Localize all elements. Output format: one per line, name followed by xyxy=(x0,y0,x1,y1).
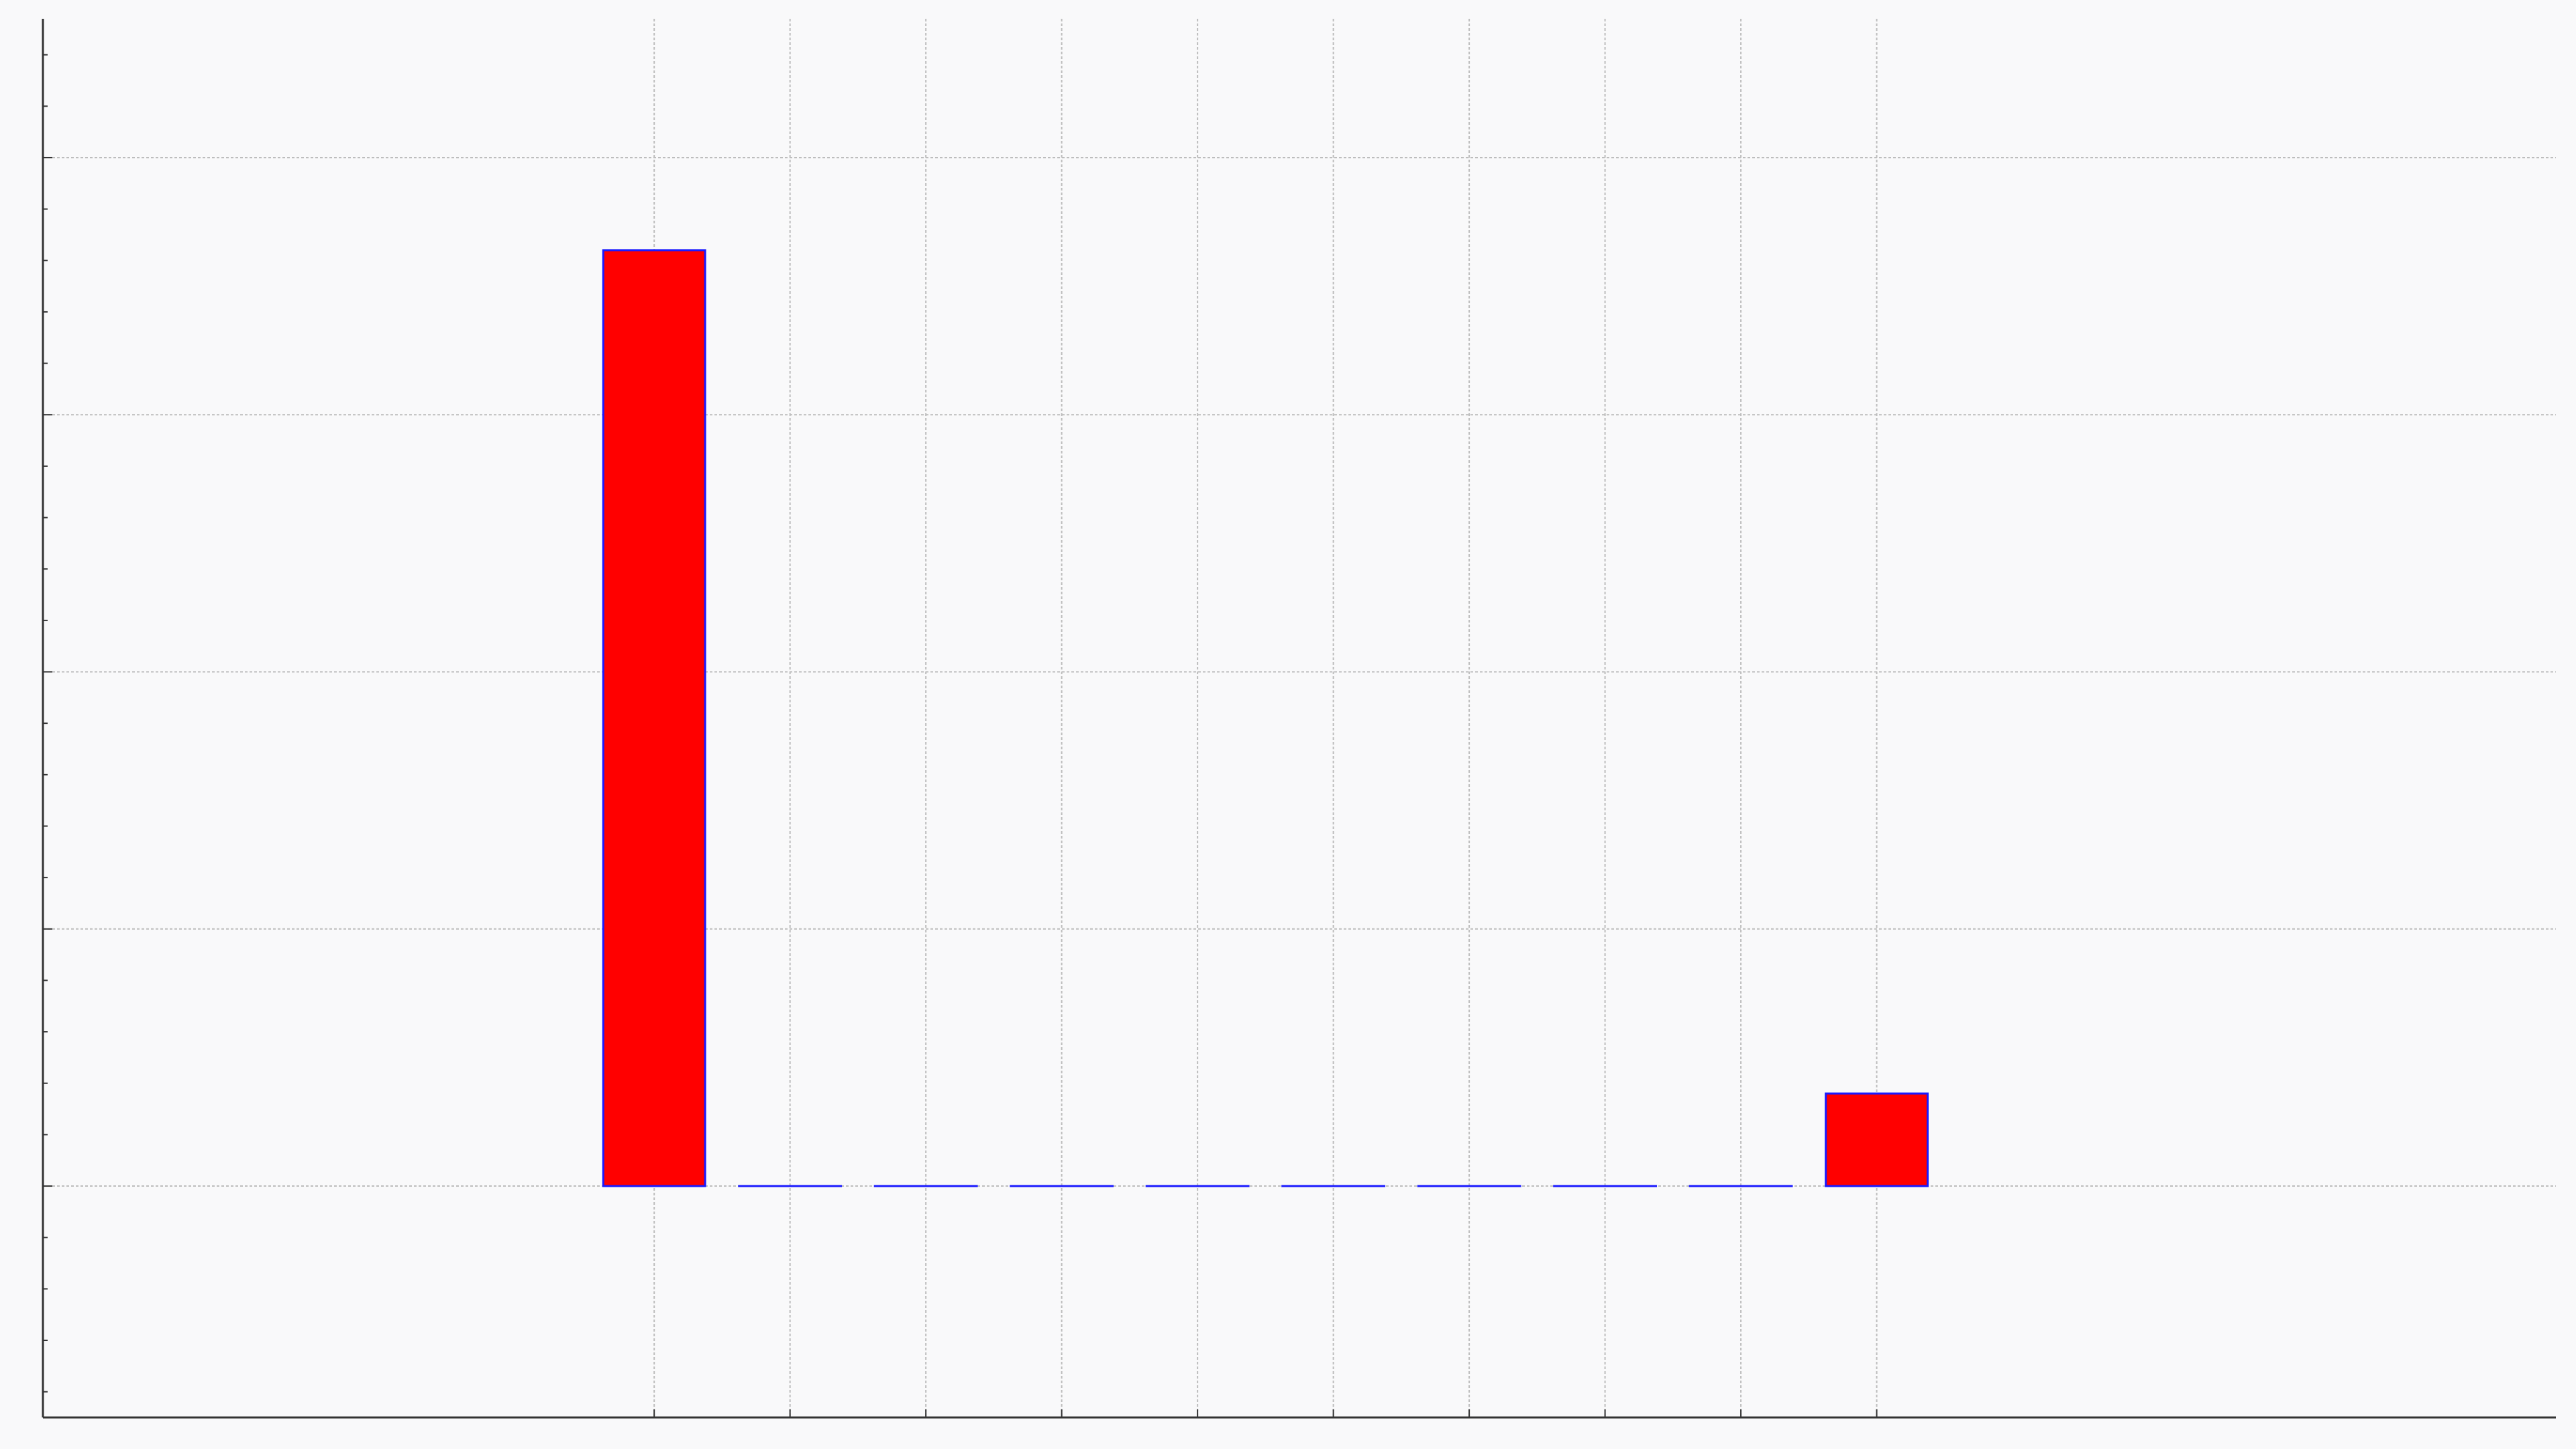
bars xyxy=(602,249,1929,1187)
axes xyxy=(42,19,2556,1419)
bar-10 xyxy=(1825,1092,1929,1187)
bar-1 xyxy=(602,249,706,1187)
